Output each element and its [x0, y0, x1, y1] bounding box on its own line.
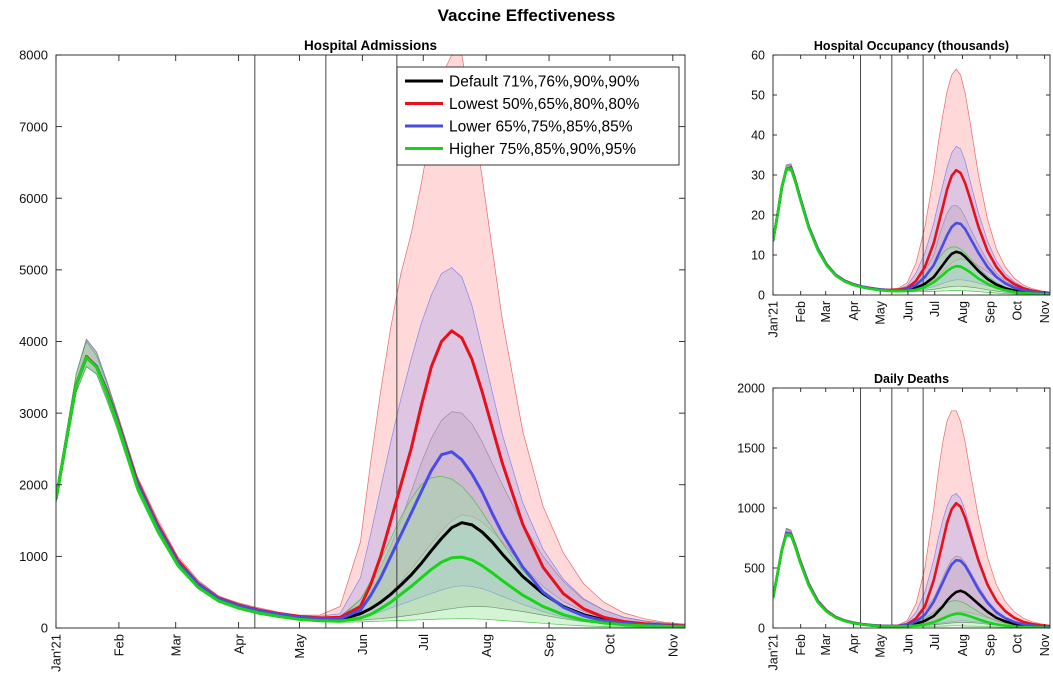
- band-admissions-2: [56, 267, 685, 627]
- x-tick-label-occupancy-9: Oct: [1010, 300, 1024, 320]
- y-tick-label-deaths-1: 500: [744, 562, 765, 576]
- x-tick-label-occupancy-1: Feb: [794, 301, 808, 323]
- x-tick-label-occupancy-10: Nov: [1038, 300, 1052, 323]
- y-tick-label-occupancy-4: 40: [751, 129, 765, 143]
- x-tick-label-deaths-4: May: [874, 633, 888, 657]
- y-tick-label-deaths-3: 1500: [737, 442, 765, 456]
- y-tick-label-admissions-1: 1000: [19, 549, 48, 564]
- legend-entry-0: Default 71%,76%,90%,90%: [449, 74, 640, 91]
- figure-title: Vaccine Effectiveness: [437, 6, 616, 25]
- x-tick-label-occupancy-4: May: [874, 300, 888, 324]
- x-tick-label-deaths-0: Jan'21: [767, 634, 781, 670]
- subplot-title-deaths: Daily Deaths: [874, 372, 949, 386]
- x-tick-label-admissions-10: Nov: [666, 634, 681, 658]
- x-tick-label-occupancy-7: Aug: [956, 301, 970, 323]
- plot-area: [773, 55, 1050, 295]
- x-tick-label-admissions-8: Sep: [542, 634, 557, 657]
- legend-entry-2: Lower 65%,75%,85%,85%: [449, 119, 633, 136]
- x-tick-label-admissions-1: Feb: [112, 634, 127, 656]
- y-tick-label-admissions-4: 4000: [19, 334, 48, 349]
- y-tick-label-occupancy-6: 60: [751, 49, 765, 63]
- x-tick-label-admissions-3: Apr: [231, 633, 246, 654]
- y-tick-label-admissions-5: 5000: [19, 263, 48, 278]
- plot-area: [56, 55, 685, 628]
- x-tick-label-admissions-0: Jan'21: [49, 634, 64, 672]
- y-tick-label-admissions-8: 8000: [19, 48, 48, 63]
- x-tick-label-occupancy-6: Jul: [928, 301, 942, 317]
- x-tick-label-deaths-9: Oct: [1010, 633, 1024, 653]
- x-tick-label-admissions-7: Aug: [479, 634, 494, 657]
- legend: Default 71%,76%,90%,90% Lowest 50%,65%,80…: [396, 66, 680, 166]
- legend-entry-1: Lowest 50%,65%,80%,80%: [449, 96, 640, 113]
- x-tick-label-occupancy-3: Apr: [847, 301, 861, 320]
- x-tick-label-admissions-2: Mar: [168, 633, 183, 656]
- x-tick-label-deaths-7: Aug: [956, 634, 970, 656]
- y-tick-label-admissions-6: 6000: [19, 191, 48, 206]
- x-tick-label-admissions-4: May: [292, 634, 307, 659]
- chart-admissions: 0 1000 2000 3000 4000 5000 6000 7000 8000 Jan'21 F…: [19, 38, 686, 672]
- band-deaths-1: [773, 410, 1050, 628]
- legend-entry-3: Higher 75%,85%,90%,95%: [449, 141, 636, 158]
- x-tick-label-occupancy-2: Mar: [819, 301, 833, 323]
- plot-area: [773, 388, 1050, 628]
- x-tick-label-occupancy-0: Jan'21: [767, 301, 781, 337]
- y-tick-label-admissions-2: 2000: [19, 477, 48, 492]
- band-edge-upper-admissions-1: [56, 55, 685, 625]
- y-tick-label-deaths-4: 2000: [737, 382, 765, 396]
- subplot-title-admissions: Hospital Admissions: [304, 38, 437, 53]
- band-admissions-0: [56, 339, 685, 628]
- y-tick-label-occupancy-2: 20: [751, 209, 765, 223]
- y-tick-label-occupancy-0: 0: [758, 289, 765, 303]
- x-tick-label-occupancy-8: Sep: [984, 301, 998, 323]
- legend-box: [396, 66, 680, 166]
- band-edge-upper-occupancy-1: [773, 68, 1050, 293]
- chart-deaths: 0 500 1000 1500 2000 Jan'21 Feb Mar Apr May Jun Jul…: [737, 372, 1052, 670]
- y-tick-label-deaths-2: 1000: [737, 502, 765, 516]
- x-tick-label-deaths-2: Mar: [819, 634, 833, 656]
- y-tick-label-occupancy-5: 50: [751, 89, 765, 103]
- chart-occupancy: 0 10 20 30 40 50 60 Jan'21 Feb Mar Apr May Jun Jul Aug…: [751, 39, 1052, 337]
- y-tick-label-admissions-0: 0: [41, 621, 48, 636]
- y-tick-label-deaths-0: 0: [758, 622, 765, 636]
- y-tick-label-admissions-7: 7000: [19, 119, 48, 134]
- band-admissions-1: [56, 55, 685, 626]
- x-tick-label-occupancy-5: Jun: [901, 301, 915, 321]
- x-tick-label-deaths-3: Apr: [847, 634, 861, 653]
- x-tick-label-admissions-5: Jun: [355, 634, 370, 655]
- band-occupancy-1: [773, 69, 1050, 294]
- x-tick-label-deaths-1: Feb: [794, 634, 808, 656]
- series-line-deaths-3: [773, 533, 1050, 628]
- x-tick-label-admissions-9: Oct: [603, 634, 618, 655]
- series-line-occupancy-3: [773, 167, 1050, 295]
- band-deaths-0: [773, 528, 1050, 628]
- x-tick-label-deaths-6: Jul: [928, 634, 942, 650]
- y-tick-label-occupancy-3: 30: [751, 169, 765, 183]
- x-tick-label-deaths-8: Sep: [984, 634, 998, 656]
- series-line-admissions-3: [56, 355, 685, 628]
- axes-frame-occupancy: [772, 54, 1051, 296]
- y-tick-label-admissions-3: 3000: [19, 406, 48, 421]
- subplot-title-occupancy: Hospital Occupancy (thousands): [814, 39, 1009, 53]
- x-tick-label-admissions-6: Jul: [416, 634, 431, 651]
- x-tick-label-deaths-5: Jun: [901, 634, 915, 654]
- x-tick-label-deaths-10: Nov: [1038, 633, 1052, 656]
- band-occupancy-0: [773, 163, 1050, 295]
- y-tick-label-occupancy-1: 10: [751, 249, 765, 263]
